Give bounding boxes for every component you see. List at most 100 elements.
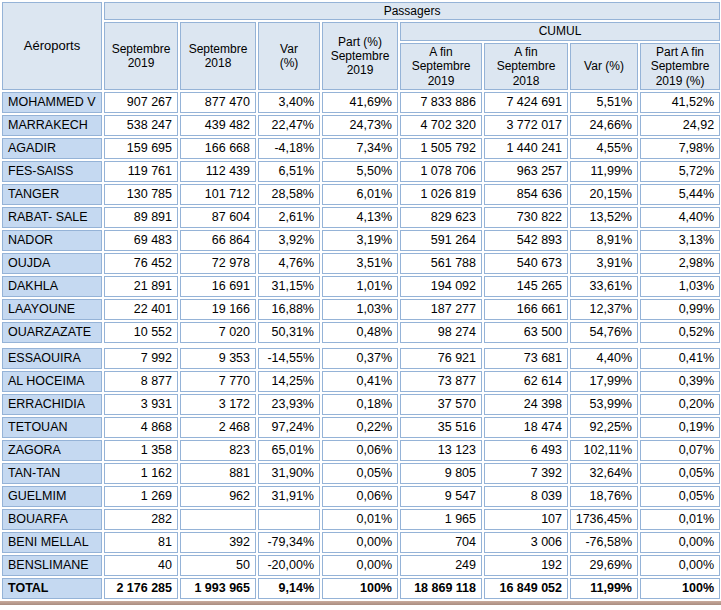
value-cell: 3 172 [180,394,256,415]
value-cell: 24 398 [484,394,568,415]
value-cell: 98 274 [400,322,482,343]
value-cell: 2,98% [640,253,720,274]
value-cell: 6,01% [322,184,398,205]
value-cell: 20,15% [570,184,638,205]
value-cell: 392 [180,532,256,553]
value-cell: 0,06% [322,486,398,507]
value-cell: 100% [640,578,720,599]
value-cell: 829 623 [400,207,482,228]
value-cell: 0,20% [640,394,720,415]
value-cell: 18 869 118 [400,578,482,599]
table-row: ZAGORA1 35882365,01%0,06%13 1236 493102,… [2,440,720,461]
value-cell: 561 788 [400,253,482,274]
value-cell: 24,92 [640,115,720,136]
value-cell: 145 265 [484,276,568,297]
value-cell: 13 123 [400,440,482,461]
value-cell: 1 440 241 [484,138,568,159]
airport-name-cell: TETOUAN [2,417,102,438]
value-cell: 0,06% [322,440,398,461]
value-cell: 704 [400,532,482,553]
value-cell: 1 993 965 [180,578,256,599]
column-header-part-pct-septembre-2019: Part (%) Septembre 2019 [322,22,398,90]
value-cell: -14,55% [258,348,320,369]
airport-name-cell: BOUARFA [2,509,102,530]
value-cell: 50,31% [258,322,320,343]
value-cell: 53,99% [570,394,638,415]
value-cell: 97,24% [258,417,320,438]
table-row: TETOUAN4 8682 46897,24%0,22%35 51618 474… [2,417,720,438]
airport-name-cell: ZAGORA [2,440,102,461]
airport-name-cell: BENI MELLAL [2,532,102,553]
table-row: RABAT- SALE89 89187 6042,61%4,13%829 623… [2,207,720,228]
value-cell: 7 424 691 [484,92,568,113]
group-header-passagers: Passagers [104,2,720,20]
value-cell: 3,40% [258,92,320,113]
value-cell: 28,58% [258,184,320,205]
column-header-var-pct-label: Var (%) [274,42,304,71]
value-cell: 0,41% [640,348,720,369]
value-cell: 0,00% [322,532,398,553]
value-cell: 542 893 [484,230,568,251]
value-cell: 962 [180,486,256,507]
value-cell: 881 [180,463,256,484]
value-cell: 439 482 [180,115,256,136]
value-cell: 1 078 706 [400,161,482,182]
table-row: ERRACHIDIA3 9313 17223,93%0,18%37 57024 … [2,394,720,415]
value-cell: 31,15% [258,276,320,297]
value-cell: 1 162 [104,463,178,484]
value-cell: 32,64% [570,463,638,484]
value-cell: 3,13% [640,230,720,251]
value-cell: 0,37% [322,348,398,369]
airport-name-cell: TANGER [2,184,102,205]
airport-name-cell: OUARZAZATE [2,322,102,343]
value-cell: 3,92% [258,230,320,251]
table-row: AL HOCEIMA8 8777 77014,25%0,41%73 87762 … [2,371,720,392]
value-cell: 3 006 [484,532,568,553]
value-cell: 0,00% [640,555,720,576]
value-cell: 9,14% [258,578,320,599]
value-cell: 1 358 [104,440,178,461]
value-cell: 0,05% [640,463,720,484]
value-cell: 37 570 [400,394,482,415]
header-row-cumul: Septembre 2019 Septembre 2018 Var (%) Pa… [2,22,720,40]
value-cell: 7 770 [180,371,256,392]
value-cell: 92,25% [570,417,638,438]
table-row: ESSAOUIRA7 9929 353-14,55%0,37%76 92173 … [2,348,720,369]
value-cell: 1,03% [322,299,398,320]
value-cell: 31,90% [258,463,320,484]
airport-name-cell: OUJDA [2,253,102,274]
value-cell: 159 695 [104,138,178,159]
value-cell: 0,19% [640,417,720,438]
value-cell: 7 392 [484,463,568,484]
value-cell [258,509,320,530]
value-cell: 0,05% [640,486,720,507]
value-cell: 18 474 [484,417,568,438]
airport-name-cell: LAAYOUNE [2,299,102,320]
value-cell: 66 864 [180,230,256,251]
value-cell: 13,52% [570,207,638,228]
value-cell: 76 452 [104,253,178,274]
value-cell: 16,88% [258,299,320,320]
airport-name-cell: BENSLIMANE [2,555,102,576]
value-cell: 538 247 [104,115,178,136]
value-cell: 100% [322,578,398,599]
value-cell: 23,93% [258,394,320,415]
value-cell: 62 614 [484,371,568,392]
value-cell: 102,11% [570,440,638,461]
table-row: LAAYOUNE22 40119 16616,88%1,03%187 27716… [2,299,720,320]
value-cell: 112 439 [180,161,256,182]
airport-name-cell: MARRAKECH [2,115,102,136]
value-cell: 22,47% [258,115,320,136]
value-cell: 4,40% [640,207,720,228]
airport-name-cell: NADOR [2,230,102,251]
value-cell: 0,22% [322,417,398,438]
column-header-var-pct: Var (%) [258,22,320,90]
value-cell: 130 785 [104,184,178,205]
table-row: BENI MELLAL81392-79,34%0,00%7043 006-76,… [2,532,720,553]
value-cell: 8,91% [570,230,638,251]
report-page: Aéroports Passagers Septembre 2019 Septe… [0,0,721,605]
value-cell: 9 353 [180,348,256,369]
value-cell: 7,34% [322,138,398,159]
value-cell: 591 264 [400,230,482,251]
airport-name-cell: GUELMIM [2,486,102,507]
